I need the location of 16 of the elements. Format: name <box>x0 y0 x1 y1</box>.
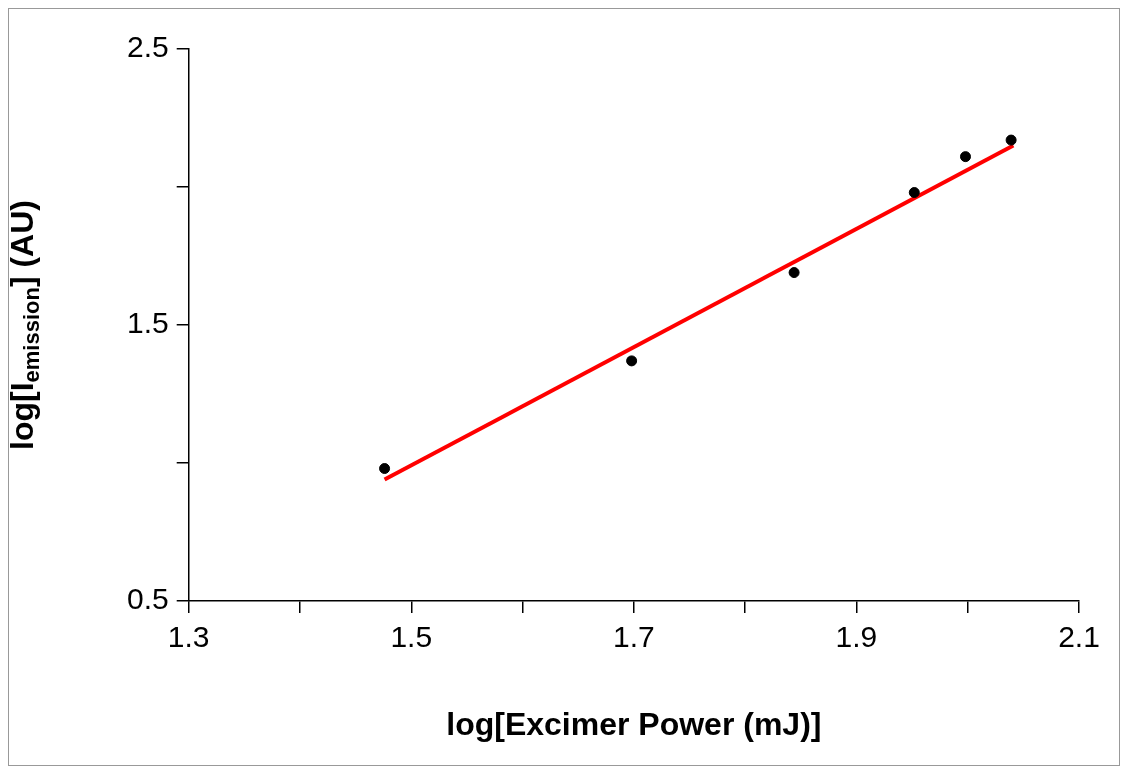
x-axis-title: log[Excimer Power (mJ)] <box>446 705 822 742</box>
y-tick-label: 0.5 <box>126 582 169 616</box>
point <box>1005 134 1017 146</box>
y-tick-label: 2.5 <box>126 30 169 64</box>
x-tick-label: 1.5 <box>390 620 433 654</box>
x-tick-label: 2.1 <box>1058 620 1100 654</box>
y-axis-title: log[Iemission] (AU) <box>3 200 45 450</box>
point <box>626 355 638 367</box>
point <box>908 187 920 199</box>
x-tick-label: 1.3 <box>167 620 210 654</box>
point <box>379 463 391 475</box>
point <box>788 267 800 279</box>
x-tick-label: 1.7 <box>612 620 655 654</box>
point <box>959 151 971 163</box>
x-tick-label: 1.9 <box>835 620 878 654</box>
y-tick-label: 1.5 <box>126 306 169 340</box>
